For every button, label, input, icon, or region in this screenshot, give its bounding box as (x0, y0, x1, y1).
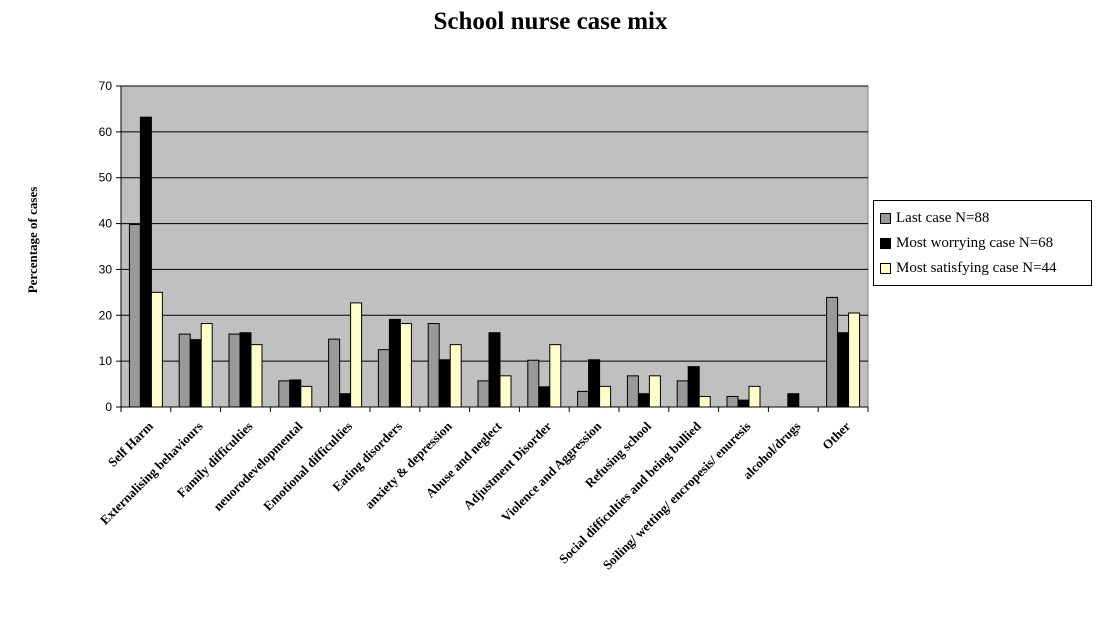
bar (527, 359, 540, 408)
bar (538, 386, 551, 408)
bar (599, 385, 612, 408)
x-tick-label: Self Harm (105, 418, 156, 469)
bar (178, 333, 191, 408)
bar (289, 379, 302, 408)
y-tick-label: 40 (99, 217, 113, 231)
bar (726, 395, 739, 408)
bar (787, 393, 800, 408)
bar (278, 380, 291, 408)
bar (577, 390, 590, 408)
bar (748, 385, 761, 408)
bar (626, 375, 639, 408)
bar (189, 339, 202, 408)
bar (300, 385, 313, 408)
y-tick-label: 10 (99, 354, 113, 368)
bar (139, 116, 152, 408)
bar (549, 344, 562, 408)
legend-label: Most worrying case N=68 (896, 235, 1054, 251)
chart-title: School nurse case mix (433, 8, 668, 35)
bar (676, 380, 689, 408)
bar (350, 302, 363, 408)
legend-entry: Most worrying case N=68 (880, 231, 1091, 256)
bar (250, 344, 263, 408)
bar (449, 344, 462, 408)
y-tick-label: 30 (99, 262, 113, 276)
bar (488, 332, 501, 408)
y-tick-label: 50 (99, 171, 113, 185)
legend-label: Most satisfying case N=44 (896, 260, 1057, 276)
bar (427, 323, 440, 408)
bar (128, 223, 141, 408)
bar (399, 323, 412, 408)
bar (239, 332, 252, 408)
legend-swatch (880, 213, 891, 224)
bar (228, 333, 241, 408)
legend-entry: Last case N=88 (880, 206, 1091, 231)
bar (388, 318, 401, 408)
x-tick-label: Other (819, 418, 853, 452)
bar (687, 366, 700, 408)
legend-swatch (880, 263, 891, 274)
x-tick-label: Violence and Aggression (498, 418, 605, 525)
bar (698, 395, 711, 408)
y-tick-label: 20 (99, 308, 113, 322)
bar (339, 393, 352, 408)
x-tick-label: Adjustment Disorder (460, 418, 554, 512)
legend-entry: Most satisfying case N=44 (880, 256, 1091, 281)
bar (826, 296, 839, 408)
x-tick-label: anxiety & depression (362, 418, 456, 512)
y-tick-label: 60 (99, 125, 113, 139)
bar (848, 312, 861, 408)
bar (377, 349, 390, 408)
bar (438, 359, 451, 408)
bar (499, 375, 512, 408)
legend-label: Last case N=88 (896, 210, 990, 226)
x-tick-label: neuorodevelopmental (210, 418, 305, 513)
bar (477, 380, 490, 408)
y-tick-label: 0 (105, 400, 112, 414)
legend-swatch (880, 238, 891, 249)
bar (837, 332, 850, 408)
legend: Last case N=88 Most worrying case N=68 M… (873, 200, 1092, 286)
bar (328, 338, 341, 408)
bar (648, 375, 661, 408)
x-tick-label: Emotional difficulties (260, 419, 355, 514)
bar (637, 393, 650, 408)
bar (150, 291, 163, 408)
y-tick-label: 70 (99, 79, 113, 93)
bar (200, 323, 213, 408)
bar (737, 399, 750, 408)
bar (588, 359, 601, 408)
